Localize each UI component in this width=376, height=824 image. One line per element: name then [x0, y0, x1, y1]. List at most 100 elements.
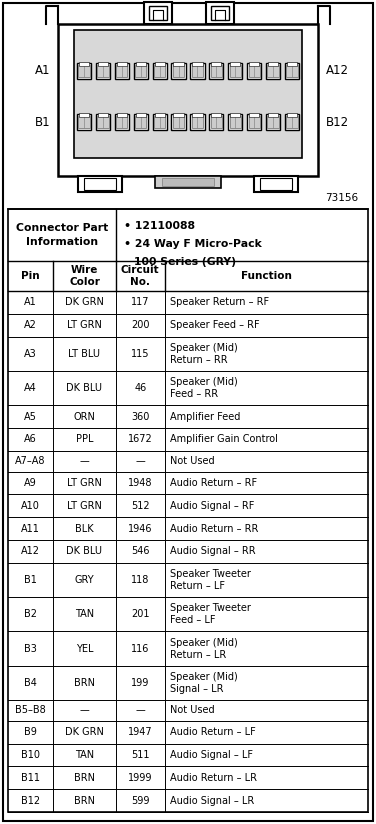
Text: B10: B10: [21, 750, 40, 760]
Text: Audio Return – LR: Audio Return – LR: [170, 773, 256, 783]
Bar: [190, 115, 205, 130]
Bar: [74, 30, 302, 158]
Bar: [192, 116, 203, 129]
Bar: [287, 62, 297, 66]
Text: Circuit
No.: Circuit No.: [121, 265, 160, 288]
Text: —: —: [80, 456, 89, 466]
Text: 1946: 1946: [128, 524, 153, 534]
Bar: [154, 65, 165, 77]
Text: TAN: TAN: [75, 750, 94, 760]
Bar: [287, 113, 297, 117]
Bar: [98, 113, 108, 117]
Text: A12: A12: [21, 546, 40, 556]
Text: Speaker Feed – RF: Speaker Feed – RF: [170, 321, 259, 330]
Text: B3: B3: [24, 644, 37, 653]
Bar: [266, 115, 280, 130]
Text: B5–B8: B5–B8: [15, 705, 46, 715]
Text: DK BLU: DK BLU: [67, 383, 103, 393]
Text: BRN: BRN: [74, 773, 95, 783]
Text: 117: 117: [131, 297, 150, 307]
Bar: [79, 113, 89, 117]
Text: LT GRN: LT GRN: [67, 478, 102, 488]
Text: Speaker (Mid)
Return – LR: Speaker (Mid) Return – LR: [170, 638, 237, 659]
Bar: [228, 115, 243, 130]
Text: 118: 118: [131, 575, 150, 585]
Bar: [136, 62, 146, 66]
Bar: [162, 178, 214, 186]
Bar: [133, 63, 148, 79]
Bar: [155, 113, 165, 117]
Text: 512: 512: [131, 501, 150, 511]
Text: 1948: 1948: [128, 478, 153, 488]
Text: 200: 200: [131, 321, 150, 330]
Bar: [116, 116, 127, 129]
Bar: [285, 63, 299, 79]
Bar: [96, 63, 110, 79]
Text: Not Used: Not Used: [170, 705, 214, 715]
Bar: [84, 178, 116, 190]
Text: Audio Return – LF: Audio Return – LF: [170, 727, 255, 737]
Text: —: —: [135, 456, 145, 466]
Text: 199: 199: [131, 678, 150, 688]
Bar: [249, 62, 259, 66]
Bar: [173, 113, 183, 117]
Bar: [144, 2, 172, 24]
Text: BRN: BRN: [74, 678, 95, 688]
Bar: [8, 9, 368, 209]
Text: B9: B9: [24, 727, 37, 737]
Text: Wire
Color: Wire Color: [69, 265, 100, 288]
Text: 100 Series (GRY): 100 Series (GRY): [134, 257, 236, 267]
Bar: [287, 65, 298, 77]
Text: 360: 360: [131, 411, 150, 422]
Bar: [97, 65, 109, 77]
Text: DK BLU: DK BLU: [67, 546, 103, 556]
Text: —: —: [80, 705, 89, 715]
Text: Speaker (Mid)
Signal – LR: Speaker (Mid) Signal – LR: [170, 672, 237, 694]
Bar: [249, 113, 259, 117]
Bar: [135, 65, 146, 77]
Bar: [8, 209, 368, 812]
Bar: [268, 113, 278, 117]
Bar: [190, 63, 205, 79]
Bar: [173, 65, 184, 77]
Bar: [78, 176, 122, 192]
Text: 73156: 73156: [325, 193, 358, 203]
Bar: [117, 113, 127, 117]
Bar: [230, 62, 240, 66]
Text: Audio Signal – LF: Audio Signal – LF: [170, 750, 253, 760]
Text: Audio Return – RR: Audio Return – RR: [170, 524, 258, 534]
Bar: [96, 115, 110, 130]
Bar: [211, 62, 221, 66]
Text: YEL: YEL: [76, 644, 93, 653]
Bar: [117, 62, 127, 66]
Text: Audio Signal – LR: Audio Signal – LR: [170, 796, 254, 806]
Bar: [267, 116, 279, 129]
Text: 1947: 1947: [128, 727, 153, 737]
Text: Speaker Tweeter
Return – LF: Speaker Tweeter Return – LF: [170, 569, 250, 591]
Bar: [77, 115, 91, 130]
Text: DK GRN: DK GRN: [65, 297, 104, 307]
Text: B12: B12: [326, 115, 349, 129]
Bar: [249, 65, 260, 77]
Text: ORN: ORN: [74, 411, 96, 422]
Text: Speaker Return – RF: Speaker Return – RF: [170, 297, 269, 307]
Text: Speaker Tweeter
Feed – LF: Speaker Tweeter Feed – LF: [170, 603, 250, 625]
Bar: [247, 115, 261, 130]
Bar: [228, 63, 243, 79]
Bar: [116, 65, 127, 77]
Text: PPL: PPL: [76, 434, 93, 444]
Text: A1: A1: [35, 64, 50, 77]
Text: 46: 46: [134, 383, 146, 393]
Bar: [249, 116, 260, 129]
Text: Speaker (Mid)
Feed – RR: Speaker (Mid) Feed – RR: [170, 377, 237, 399]
Bar: [133, 115, 148, 130]
Text: Not Used: Not Used: [170, 456, 214, 466]
Bar: [211, 65, 222, 77]
Text: —: —: [135, 705, 145, 715]
Text: A3: A3: [24, 349, 37, 358]
Bar: [155, 176, 221, 188]
Bar: [171, 63, 186, 79]
Text: A12: A12: [326, 64, 349, 77]
Text: LT BLU: LT BLU: [68, 349, 100, 358]
Text: A9: A9: [24, 478, 37, 488]
